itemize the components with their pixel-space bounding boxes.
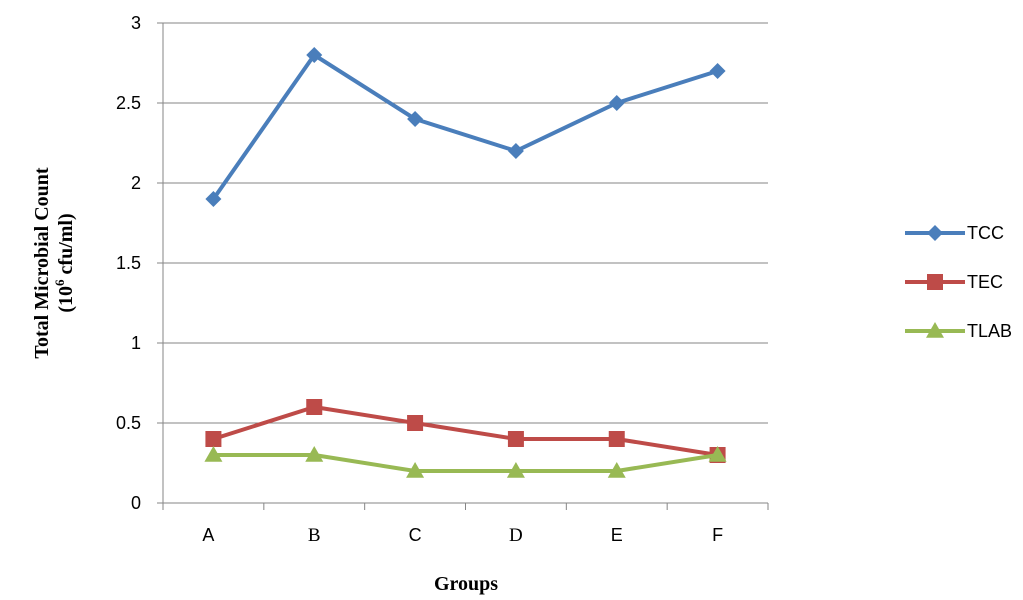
x-tick-label: A xyxy=(202,525,214,545)
tec-data-point xyxy=(205,431,222,447)
tec-data-point xyxy=(608,431,625,447)
tlab-data-point xyxy=(204,446,223,462)
tcc-data-point xyxy=(205,191,222,207)
tec-data-point xyxy=(507,431,524,447)
y-axis-title-line1: Total Microbial Count xyxy=(31,167,53,358)
x-tick-label: F xyxy=(712,525,723,545)
y-tick-label: 0 xyxy=(131,493,141,513)
tlab-series-line xyxy=(213,453,718,473)
y-tick-label: 2 xyxy=(131,173,141,193)
y-axis-ticks: 0 0.5 1 1.5 2 2.5 3 xyxy=(116,13,163,513)
tcc-legend-marker xyxy=(927,225,943,241)
tec-legend-marker xyxy=(927,274,943,290)
y-tick-label: 0.5 xyxy=(116,413,141,433)
tec-series-line xyxy=(212,405,718,457)
tcc-data-point xyxy=(608,95,625,111)
y-tick-label: 3 xyxy=(131,13,141,33)
tlab-data-point xyxy=(708,446,727,462)
tlab-data-point xyxy=(607,462,626,478)
x-tick-label: E xyxy=(611,525,623,545)
tcc-legend-label: TCC xyxy=(967,223,1004,243)
tlab-legend-marker xyxy=(926,322,944,338)
tcc-series-line xyxy=(211,53,719,201)
y-tick-label: 1.5 xyxy=(116,253,141,273)
x-tick-label: D xyxy=(509,525,523,546)
data-series xyxy=(204,47,727,478)
tec-legend-label: TEC xyxy=(967,272,1003,292)
gridlines xyxy=(163,22,768,424)
tec-data-point xyxy=(306,399,323,415)
tcc-data-point xyxy=(306,47,323,63)
tcc-data-point xyxy=(709,63,726,79)
tlab-data-point xyxy=(305,446,324,462)
x-tick-label: B xyxy=(308,525,321,546)
tlab-data-point xyxy=(506,462,525,478)
x-tick-label: C xyxy=(409,525,422,545)
tcc-data-point xyxy=(407,111,424,127)
y-tick-label: 1 xyxy=(131,333,141,353)
x-axis-title: Groups xyxy=(434,573,498,595)
tcc-data-point xyxy=(507,143,524,159)
y-axis-title-line2: (106 cfu/ml) xyxy=(52,213,77,312)
y-tick-label: 2.5 xyxy=(116,93,141,113)
tlab-data-point xyxy=(406,462,425,478)
tlab-legend-label: TLAB xyxy=(967,321,1012,341)
x-axis-ticks: A B C D E F xyxy=(162,503,769,546)
legend: TCC TEC TLAB xyxy=(905,223,1012,341)
tec-data-point xyxy=(407,415,424,431)
